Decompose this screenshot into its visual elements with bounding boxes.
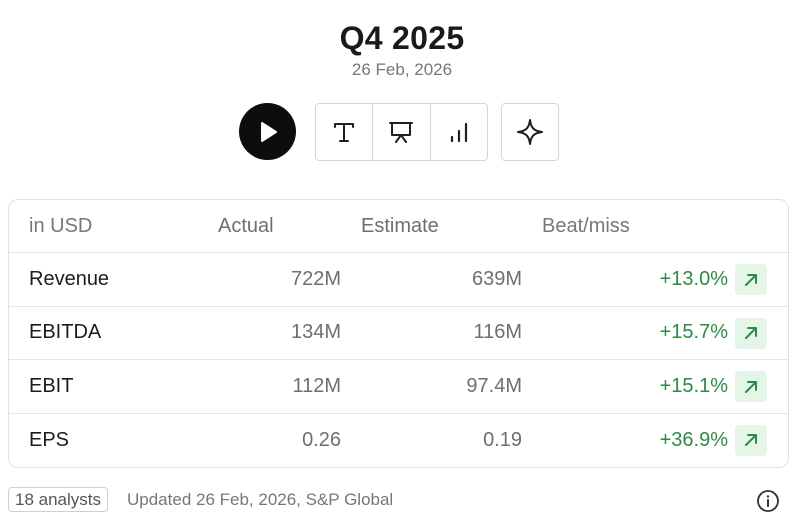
view-toggle-group	[315, 103, 488, 161]
play-icon	[260, 121, 277, 142]
estimates-table: in USD Actual Estimate Beat/miss Revenue…	[8, 199, 789, 468]
period-title: Q4 2025	[339, 20, 465, 56]
text-icon	[334, 123, 355, 142]
beat-indicator	[735, 371, 767, 402]
arrow-up-right-icon	[745, 380, 757, 393]
actual-value: 112M	[292, 374, 341, 397]
metric-label: EPS	[29, 428, 70, 451]
footer: 18 analysts Updated 26 Feb, 2026, S&P Gl…	[8, 487, 784, 513]
header-beat-miss: Beat/miss	[542, 214, 630, 237]
estimate-value: 97.4M	[466, 374, 522, 397]
ai-insights-button[interactable]	[501, 103, 559, 161]
report-date: 26 Feb, 2026	[351, 60, 453, 79]
beat-value: +15.7%	[659, 321, 728, 344]
play-button[interactable]	[239, 103, 296, 160]
actual-value: 0.26	[302, 428, 341, 451]
arrow-up-right-icon	[745, 327, 757, 339]
table-header-row: in USD Actual Estimate Beat/miss	[9, 200, 788, 253]
sparkle-icon	[517, 119, 543, 145]
metric-label: EBITDA	[29, 321, 102, 344]
arrow-up-right-icon	[745, 273, 757, 286]
beat-value: +15.1%	[659, 374, 728, 397]
header-estimate: Estimate	[361, 214, 439, 237]
beat-indicator	[735, 317, 767, 349]
actual-value: 722M	[290, 267, 341, 290]
updated-source-text: Updated 26 Feb, 2026, S&P Global	[127, 489, 394, 509]
text-view-button[interactable]	[316, 104, 374, 160]
presentation-icon	[389, 122, 414, 143]
estimate-value: 0.19	[483, 428, 522, 451]
estimate-value: 116M	[473, 321, 522, 344]
analysts-badge[interactable]: 18 analysts	[8, 487, 108, 512]
metric-label: EBIT	[29, 374, 74, 397]
estimate-value: 639M	[471, 267, 522, 290]
slides-view-button[interactable]	[373, 104, 431, 160]
table-row: EBIT 112M 97.4M +15.1%	[9, 360, 788, 414]
beat-value: +36.9%	[659, 428, 728, 451]
bar-chart-icon	[450, 122, 467, 143]
header-actual: Actual	[218, 214, 274, 237]
beat-indicator	[735, 264, 767, 295]
actual-value: 134M	[290, 321, 341, 344]
chart-view-button[interactable]	[431, 104, 487, 160]
table-row: EBITDA 134M 116M +15.7%	[9, 307, 788, 360]
toolbar	[0, 103, 804, 161]
header-currency: in USD	[29, 214, 93, 237]
table-row: EPS 0.26 0.19 +36.9%	[9, 414, 788, 468]
beat-value: +13.0%	[659, 267, 728, 290]
arrow-up-right-icon	[745, 434, 757, 446]
info-icon[interactable]	[756, 489, 780, 513]
earnings-header: Q4 2025 26 Feb, 2026	[0, 18, 804, 81]
beat-indicator	[735, 424, 767, 456]
table-row: Revenue 722M 639M +13.0%	[9, 253, 788, 307]
metric-label: Revenue	[29, 267, 110, 290]
